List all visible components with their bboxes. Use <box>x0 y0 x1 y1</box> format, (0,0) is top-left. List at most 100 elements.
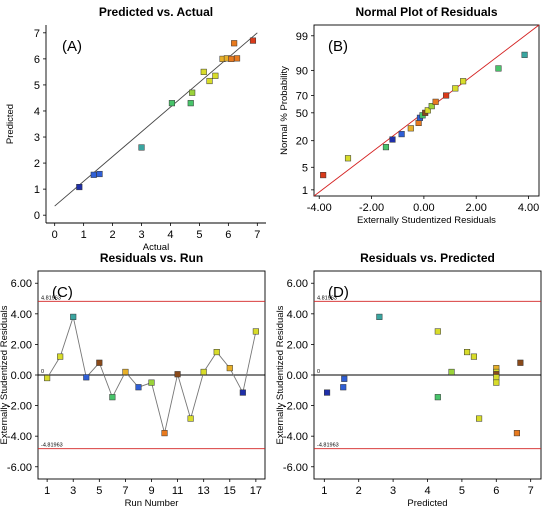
x-tick-label: 7 <box>122 485 128 497</box>
chart-title: Residuals vs. Predicted <box>360 251 495 265</box>
x-tick-label: 1 <box>81 229 87 241</box>
data-point <box>76 183 83 191</box>
x-tick-label: 0 <box>52 229 58 241</box>
data-point <box>249 37 257 44</box>
data-point <box>470 353 477 360</box>
data-point <box>476 415 483 422</box>
y-tick-label: -6.00 <box>7 462 32 474</box>
x-tick-label: 7 <box>528 485 534 497</box>
chart-title: Residuals vs. Run <box>100 251 203 265</box>
x-tick-label: -4.00 <box>307 202 332 214</box>
x-tick-label: 2 <box>110 229 116 241</box>
x-tick-label: 9 <box>148 485 154 497</box>
x-tick-label: 1 <box>44 485 50 497</box>
upper-limit-label: 4.81963 <box>317 295 337 301</box>
y-tick-label: -6.00 <box>283 462 308 474</box>
y-tick-label: 2.00 <box>11 339 32 351</box>
data-point <box>96 170 103 178</box>
data-point <box>174 371 181 378</box>
chart-title: Normal Plot of Residuals <box>355 5 497 19</box>
lower-limit-label: -4.81963 <box>41 443 63 449</box>
data-point <box>432 98 439 105</box>
y-tick-label: 6.00 <box>287 278 308 290</box>
data-point <box>434 394 441 401</box>
data-point <box>464 349 471 356</box>
data-point <box>493 379 500 386</box>
x-tick-label: 1 <box>321 485 327 497</box>
lower-limit-label: -4.81963 <box>317 443 339 449</box>
data-point <box>206 77 213 85</box>
x-axis-label: Run Number <box>125 498 179 509</box>
panel-label: (A) <box>62 38 82 55</box>
y-tick-label: 0 <box>34 210 40 222</box>
zero-label: 0 <box>317 369 320 375</box>
data-point <box>200 368 207 375</box>
plot-frame <box>313 24 540 197</box>
x-tick-label: 4.00 <box>518 202 539 214</box>
chart-title: Predicted vs. Actual <box>99 5 213 19</box>
y-tick-label: 5 <box>302 162 308 174</box>
x-tick-label: -2.00 <box>359 202 384 214</box>
y-tick-label: 0.00 <box>287 370 308 382</box>
x-tick-label: 2 <box>356 485 362 497</box>
x-axis-label: Actual <box>143 242 169 253</box>
y-tick-label: 70 <box>296 90 308 102</box>
data-point <box>513 430 520 437</box>
y-tick-label: -2.00 <box>7 401 32 413</box>
y-tick-label: 6.00 <box>11 278 32 290</box>
data-point <box>324 389 331 396</box>
data-point <box>90 171 97 178</box>
x-tick-label: 3 <box>138 229 144 241</box>
x-tick-label: 0.00 <box>413 202 434 214</box>
data-point <box>239 389 246 396</box>
data-point <box>398 131 405 138</box>
data-point <box>57 353 64 360</box>
x-tick-label: 7 <box>254 229 260 241</box>
data-point <box>382 144 389 151</box>
data-point <box>517 359 524 366</box>
data-point <box>521 51 528 58</box>
x-tick-label: 5 <box>96 485 102 497</box>
x-tick-label: 4 <box>424 485 430 497</box>
panel-label: (B) <box>328 38 348 55</box>
data-point <box>443 92 450 99</box>
panel-label: (C) <box>52 284 73 301</box>
x-tick-label: 17 <box>250 485 262 497</box>
data-point <box>228 55 235 62</box>
data-point <box>226 365 233 372</box>
y-axis-label: Externally Studentized Residuals <box>275 305 286 444</box>
y-tick-label: -2.00 <box>283 401 308 413</box>
y-tick-label: 20 <box>296 136 308 148</box>
x-tick-label: 5 <box>459 485 465 497</box>
data-point <box>109 394 116 401</box>
y-tick-label: 1 <box>34 184 40 196</box>
y-tick-label: 5 <box>34 80 40 92</box>
y-tick-label: 0.00 <box>11 370 32 382</box>
upper-limit-label: 4.81963 <box>41 295 61 301</box>
y-axis-label: Externally Studentized Residuals <box>0 305 10 444</box>
y-tick-label: -4.00 <box>283 431 308 443</box>
data-point <box>234 55 241 62</box>
data-point <box>189 89 196 96</box>
y-tick-label: 2 <box>34 158 40 170</box>
y-tick-label: 4.00 <box>287 309 308 321</box>
y-axis-label: Predicted <box>5 104 16 144</box>
data-point <box>495 65 502 72</box>
data-point <box>341 375 348 382</box>
data-point <box>424 107 431 114</box>
x-axis-label: Predicted <box>407 498 447 509</box>
y-tick-label: 3 <box>34 132 40 144</box>
data-point <box>428 103 435 110</box>
chart-a: Predicted vs. Actual (A) 0 1 2 3 4 5 6 7 0 1 2 3 4 5 6 7 A… <box>5 5 266 253</box>
data-point <box>448 368 455 375</box>
data-point <box>44 375 51 382</box>
data-point <box>389 136 396 143</box>
y-tick-label: 4 <box>34 106 40 118</box>
x-tick-label: 13 <box>198 485 210 497</box>
y-axis-label: Normal % Probability <box>279 66 290 155</box>
data-point <box>187 415 194 422</box>
y-tick-label: 90 <box>296 65 308 77</box>
data-point <box>96 359 103 366</box>
y-tick-label: -4.00 <box>7 431 32 443</box>
